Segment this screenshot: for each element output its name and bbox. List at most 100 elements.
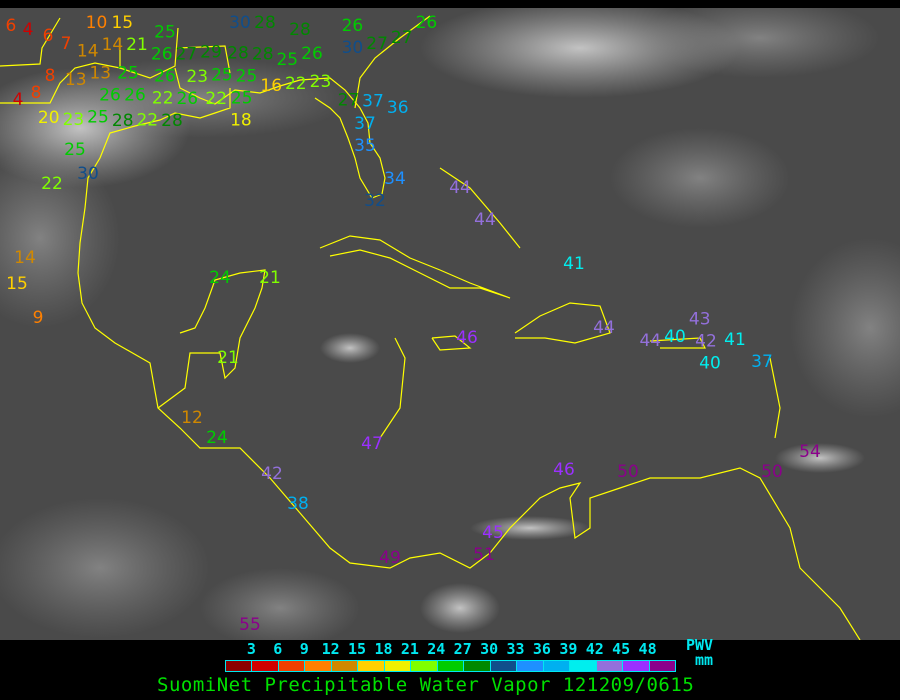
legend-swatch: [490, 661, 517, 671]
legend-swatch: [517, 661, 543, 671]
legend-swatch: [252, 661, 278, 671]
station-pwv-value: 14: [77, 41, 99, 61]
station-pwv-value: 28: [289, 20, 311, 40]
station-pwv-value: 26: [416, 13, 438, 33]
station-pwv-value: 26: [342, 16, 364, 36]
station-pwv-value: 12: [181, 408, 203, 428]
station-pwv-value: 46: [456, 328, 478, 348]
legend-swatch: [358, 661, 384, 671]
station-pwv-value: 26: [154, 67, 176, 87]
legend-tick: 24: [427, 640, 446, 658]
station-pwv-value: 30: [229, 13, 251, 33]
station-pwv-value: 37: [751, 352, 773, 372]
station-pwv-value: 23: [310, 72, 332, 92]
station-pwv-value: 16: [260, 76, 282, 96]
station-pwv-value: 26: [176, 89, 198, 109]
station-pwv-value: 25: [231, 89, 253, 109]
legend-swatch: [464, 661, 490, 671]
station-pwv-value: 41: [563, 254, 585, 274]
station-pwv-value: 25: [154, 23, 176, 43]
station-pwv-value: 21: [217, 348, 239, 368]
station-pwv-value: 23: [186, 67, 208, 87]
legend-swatch: [331, 661, 358, 671]
station-pwv-value: 28: [252, 45, 274, 65]
station-pwv-value: 44: [449, 178, 471, 198]
station-pwv-value: 20: [38, 108, 60, 128]
unit-label: PWV: [686, 636, 714, 654]
coastlines: [0, 15, 861, 640]
station-pwv-value: 13: [65, 70, 87, 90]
station-pwv-value: 4: [13, 90, 24, 110]
station-pwv-value: 32: [364, 191, 386, 211]
station-pwv-value: 49: [379, 548, 401, 568]
station-pwv-value: 25: [64, 140, 86, 160]
station-pwv-value: 7: [61, 34, 72, 54]
legend-tick: 27: [453, 640, 472, 658]
station-pwv-value: 25: [117, 63, 139, 83]
legend-tick: 21: [400, 640, 419, 658]
station-pwv-value: 40: [699, 354, 721, 374]
legend-swatch: [649, 661, 675, 671]
legend-tick: 45: [612, 640, 631, 658]
legend-color-bar: [225, 660, 676, 672]
station-pwv-value: 22: [205, 89, 227, 109]
station-pwv-value: 37: [362, 92, 384, 112]
legend-swatch: [278, 661, 305, 671]
station-pwv-value: 15: [6, 274, 28, 294]
station-pwv-value: 37: [354, 114, 376, 134]
legend-tick: 3: [246, 640, 256, 658]
station-pwv-value: 25: [87, 108, 109, 128]
station-pwv-value: 6: [43, 26, 54, 46]
station-pwv-value: 28: [254, 13, 276, 33]
station-pwv-value: 43: [689, 310, 711, 330]
station-pwv-value: 44: [639, 331, 661, 351]
station-pwv-value: 28: [227, 44, 249, 64]
station-pwv-value: 35: [354, 136, 376, 156]
station-pwv-value: 21: [126, 35, 148, 55]
station-pwv-value: 22: [41, 174, 63, 194]
legend-swatch: [437, 661, 464, 671]
station-pwv-value: 15: [111, 13, 133, 33]
station-pwv-value: 28: [112, 111, 134, 131]
station-pwv-value: 13: [89, 63, 111, 83]
legend-swatch: [411, 661, 437, 671]
pwv-legend: 3 6 9 12 15 18 21 24 27 30 33 36 39 42 45 48 PWV mm Suo…: [0, 638, 900, 700]
station-pwv-value: 24: [209, 268, 231, 288]
station-pwv-value: 55: [239, 615, 261, 635]
legend-swatch: [384, 661, 411, 671]
station-pwv-value: 8: [31, 83, 42, 103]
station-pwv-value: 18: [230, 111, 252, 131]
station-pwv-value: 27: [338, 91, 360, 111]
station-pwv-value: 50: [761, 462, 783, 482]
legend-tick: 30: [480, 640, 499, 658]
legend-swatch: [543, 661, 570, 671]
station-pwv-value: 51: [473, 545, 495, 565]
station-pwv-value: 22: [285, 74, 307, 94]
station-pwv-value: 45: [482, 523, 504, 543]
station-pwv-value: 40: [664, 327, 686, 347]
station-pwv-value: 50: [617, 462, 639, 482]
map-title: SuomiNet Precipitable Water Vapor 121209…: [157, 674, 695, 696]
station-pwv-value: 6: [5, 16, 16, 36]
station-pwv-value: 9: [33, 308, 44, 328]
legend-unit: PWV mm: [686, 638, 713, 668]
station-pwv-value: 25: [236, 67, 258, 87]
legend-tick: 36: [532, 640, 551, 658]
legend-tick: 6: [273, 640, 283, 658]
station-pwv-value: 4: [23, 20, 34, 40]
legend-tick: 42: [585, 640, 604, 658]
station-pwv-value: 22: [152, 89, 174, 109]
legend-tick: 48: [638, 640, 657, 658]
station-pwv-value: 29: [200, 43, 222, 63]
station-pwv-value: 41: [724, 330, 746, 350]
cloud-layer: [0, 8, 900, 640]
station-pwv-value: 24: [206, 428, 228, 448]
station-pwv-value: 42: [261, 464, 283, 484]
station-pwv-value: 38: [287, 494, 309, 514]
station-pwv-value: 27: [391, 28, 413, 48]
station-pwv-value: 42: [695, 332, 717, 352]
station-pwv-value: 26: [124, 85, 146, 105]
